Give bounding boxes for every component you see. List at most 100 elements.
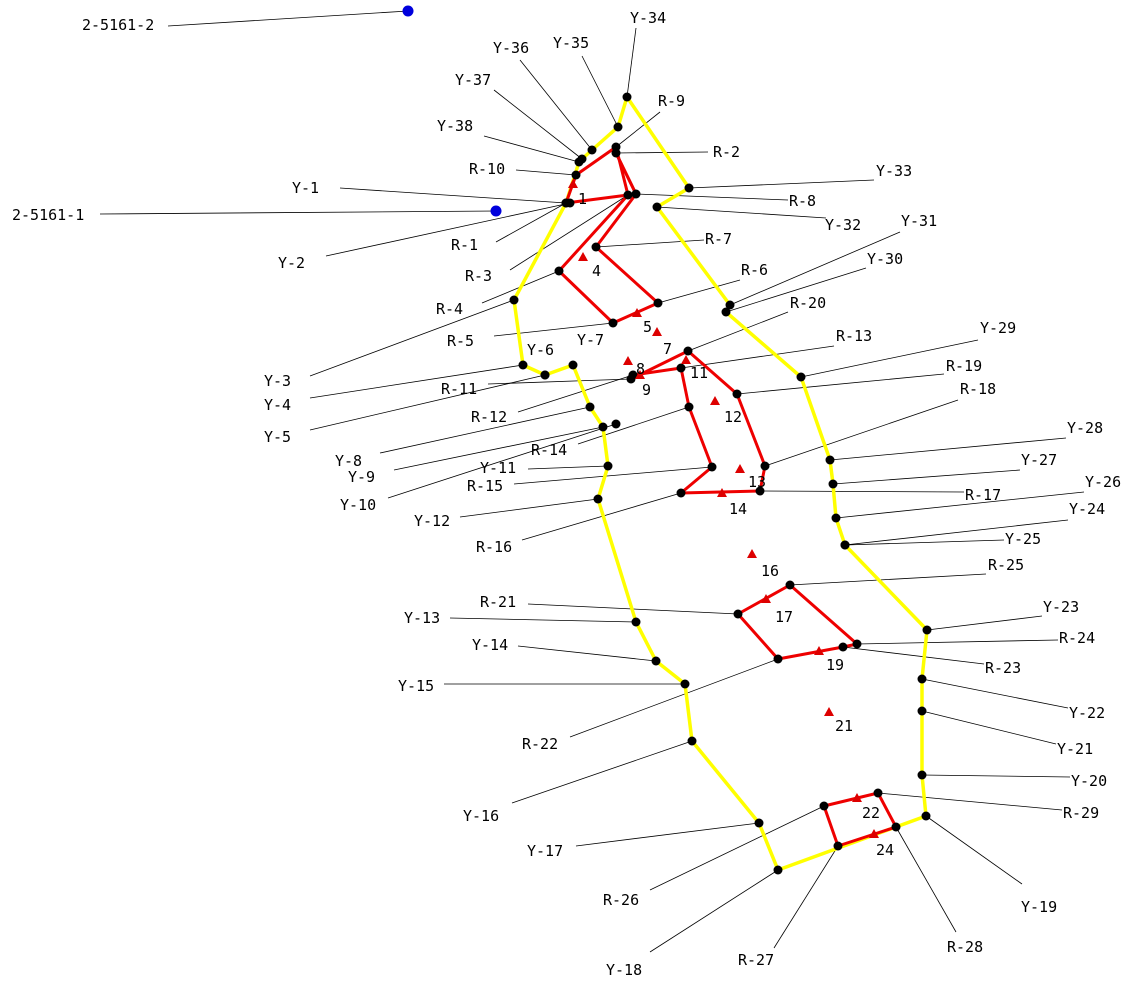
label-y-19: Y-19 — [1021, 898, 1057, 916]
label-y-34: Y-34 — [630, 9, 666, 27]
point-r-4 — [554, 266, 564, 276]
label-r-23: R-23 — [985, 659, 1021, 677]
marker-label-17: 17 — [775, 608, 793, 626]
label-y-6: Y-6 — [527, 341, 554, 359]
point-y-12 — [593, 494, 603, 504]
point-r-10 — [571, 170, 581, 180]
marker-triangle-13 — [735, 464, 745, 473]
leader-r-10 — [515, 169, 577, 176]
marker-label-4: 4 — [592, 262, 601, 280]
point-r-14 — [684, 402, 694, 412]
label-r-4: R-4 — [436, 300, 463, 318]
leader-r-17 — [759, 490, 965, 493]
leader-y-38 — [483, 135, 580, 163]
label-r-12: R-12 — [471, 408, 507, 426]
leader-r-24 — [856, 639, 1059, 645]
leader-y-27 — [832, 469, 1021, 485]
leader-y-18 — [649, 869, 779, 953]
label-r-19: R-19 — [946, 357, 982, 375]
marker-triangle-17 — [761, 594, 771, 603]
leader-r-6 — [657, 279, 741, 304]
point-y-3 — [509, 295, 519, 305]
leader-r-2 — [615, 151, 709, 154]
leader-y-5 — [309, 374, 546, 431]
label-r-6: R-6 — [741, 261, 768, 279]
leader-y-24 — [844, 519, 1069, 546]
marker-triangle-14 — [717, 488, 727, 497]
point-r-18 — [760, 461, 770, 471]
label-2-5161-2: 2-5161-2 — [82, 16, 154, 34]
marker-label-12: 12 — [724, 408, 742, 426]
point-r-3 — [623, 190, 633, 200]
marker-label-1: 1 — [578, 190, 587, 208]
leader-y-23 — [926, 615, 1043, 631]
point-y-4 — [518, 360, 528, 370]
red-polygon-4 — [736, 583, 859, 661]
label-r-1: R-1 — [451, 236, 478, 254]
leader-y-4 — [309, 364, 524, 399]
marker-triangle-21 — [824, 707, 834, 716]
label-y-12: Y-12 — [414, 512, 450, 530]
point-y-7 — [568, 360, 578, 370]
leader-r-26 — [649, 805, 825, 891]
leader-y-34 — [626, 27, 637, 98]
leader-y-21 — [921, 710, 1057, 745]
point-y-14 — [651, 656, 661, 666]
leader-y-28 — [829, 437, 1067, 461]
leader-r-22 — [569, 658, 779, 738]
point-y-28 — [825, 455, 835, 465]
point-y-19 — [921, 811, 931, 821]
point-r-26 — [819, 801, 829, 811]
point-r-25 — [785, 580, 795, 590]
leader-y-2 — [325, 202, 571, 257]
leader-y-10 — [387, 423, 617, 499]
marker-triangle-5 — [632, 308, 642, 317]
leader-y-35 — [581, 55, 619, 128]
leader-r-14 — [577, 406, 690, 445]
label-r-10: R-10 — [469, 160, 505, 178]
label-y-24: Y-24 — [1069, 500, 1105, 518]
label-r-16: R-16 — [476, 538, 512, 556]
leader-r-5 — [493, 322, 614, 337]
label-r-27: R-27 — [738, 951, 774, 969]
leader-r-18 — [764, 399, 959, 467]
marker-label-19: 19 — [826, 656, 844, 674]
marker-label-7: 7 — [663, 340, 672, 358]
point-y-36 — [587, 145, 597, 155]
leader-r-9 — [615, 111, 661, 148]
label-r-5: R-5 — [447, 332, 474, 350]
point-y-9 — [598, 422, 608, 432]
point-y-29 — [796, 372, 806, 382]
marker-label-13: 13 — [748, 473, 766, 491]
label-r-2: R-2 — [713, 143, 740, 161]
marker-triangle-24 — [869, 829, 879, 838]
point-r-6 — [653, 298, 663, 308]
leader-y-17 — [575, 822, 760, 847]
leader-r-20 — [687, 311, 789, 352]
marker-triangle-12 — [710, 396, 720, 405]
label-r-7: R-7 — [705, 230, 732, 248]
leader-r-15 — [513, 466, 713, 485]
leader-y-29 — [800, 339, 979, 378]
marker-triangle-7 — [652, 327, 662, 336]
point-r-28 — [891, 822, 901, 832]
leader-r-28 — [895, 826, 957, 933]
label-y-25: Y-25 — [1005, 530, 1041, 548]
label-r-20: R-20 — [790, 294, 826, 312]
control-point-2-5161-1 — [490, 205, 502, 217]
point-y-33 — [684, 183, 694, 193]
leader-y-20 — [921, 774, 1071, 778]
label-y-26: Y-26 — [1085, 473, 1121, 491]
label-y-21: Y-21 — [1057, 740, 1093, 758]
label-y-8: Y-8 — [335, 452, 362, 470]
label-2-5161-1: 2-5161-1 — [12, 206, 84, 224]
point-r-24 — [852, 639, 862, 649]
leader-2-5161-1 — [99, 210, 497, 215]
leader-y-19 — [925, 815, 1023, 885]
marker-label-24: 24 — [876, 841, 894, 859]
leader-y-36 — [519, 59, 593, 151]
point-y-10 — [611, 419, 621, 429]
label-y-30: Y-30 — [867, 250, 903, 268]
point-r-23 — [838, 642, 848, 652]
